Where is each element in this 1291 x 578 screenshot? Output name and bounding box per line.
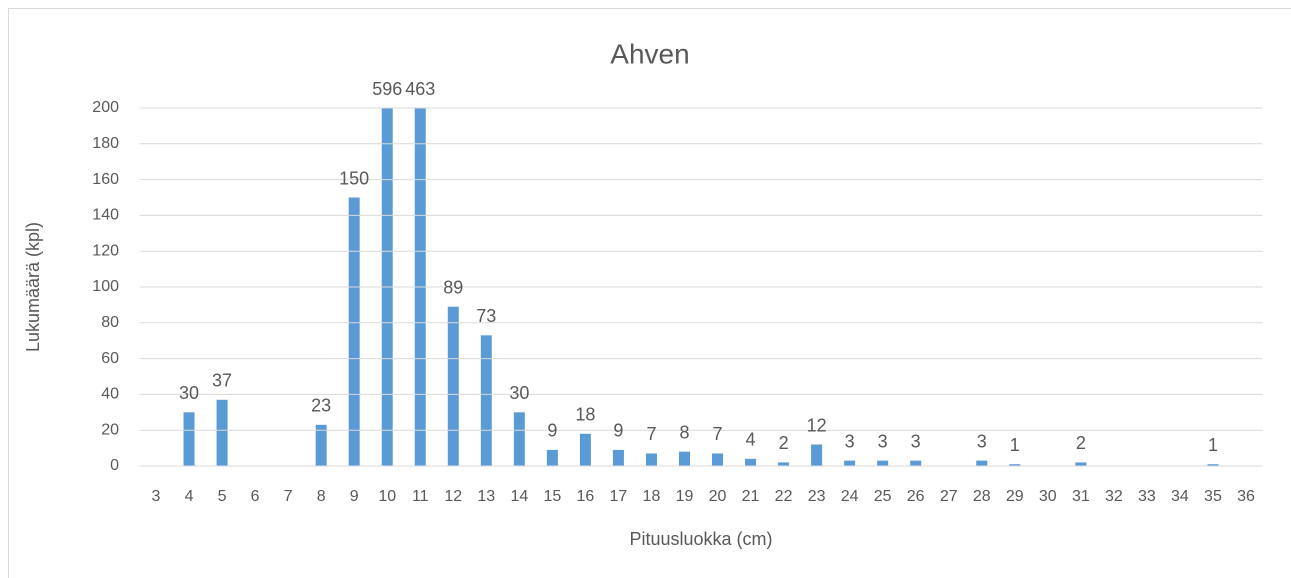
bar [447, 306, 459, 466]
chart-border [8, 8, 1291, 578]
x-tick-label: 10 [378, 488, 396, 505]
x-tick-label: 34 [1171, 488, 1189, 505]
data-label: 18 [575, 405, 595, 425]
x-tick-label: 24 [841, 488, 859, 505]
x-tick-label: 22 [775, 488, 793, 505]
x-tick-label: 21 [742, 488, 760, 505]
x-tick-label: 9 [350, 488, 359, 505]
data-label: 3 [845, 431, 855, 451]
bar [1075, 462, 1087, 466]
data-label: 23 [311, 396, 331, 416]
x-tick-label: 35 [1204, 488, 1222, 505]
x-tick-label: 8 [317, 488, 326, 505]
bar [480, 335, 492, 466]
y-tick-label: 20 [101, 421, 119, 438]
x-tick-label: 7 [284, 488, 293, 505]
bar [579, 433, 591, 466]
y-tick-label: 60 [101, 350, 119, 367]
x-tick-label: 30 [1039, 488, 1057, 505]
x-tick-label: 15 [543, 488, 561, 505]
data-label: 150 [339, 168, 369, 188]
data-label: 596 [372, 79, 402, 99]
bar [216, 399, 228, 466]
data-label: 1 [1208, 435, 1218, 455]
x-tick-label: 12 [444, 488, 462, 505]
x-tick-label: 20 [709, 488, 727, 505]
bar [546, 449, 558, 466]
data-label: 1 [1010, 435, 1020, 455]
bar [745, 458, 757, 466]
data-label: 89 [443, 277, 463, 297]
x-tick-label: 3 [152, 488, 161, 505]
x-tick-label: 17 [610, 488, 628, 505]
data-label: 37 [212, 371, 232, 391]
data-label: 7 [646, 424, 656, 444]
y-tick-label: 80 [101, 314, 119, 331]
y-tick-label: 180 [92, 135, 119, 152]
bar [712, 453, 724, 466]
data-label: 2 [1076, 433, 1086, 453]
y-tick-label: 200 [92, 99, 119, 116]
x-tick-label: 6 [251, 488, 260, 505]
bar [513, 412, 525, 466]
x-tick-label: 27 [940, 488, 958, 505]
x-tick-label: 25 [874, 488, 892, 505]
x-tick-label: 32 [1105, 488, 1123, 505]
bar [315, 424, 327, 466]
bar [1009, 464, 1021, 466]
x-tick-label: 5 [218, 488, 227, 505]
x-tick-label: 28 [973, 488, 991, 505]
y-tick-label: 120 [92, 242, 119, 259]
y-axis-title: Lukumäärä (kpl) [23, 222, 43, 352]
bar [612, 449, 624, 466]
bar [678, 451, 690, 466]
data-label: 7 [713, 424, 723, 444]
data-label: 3 [911, 431, 921, 451]
data-label: 30 [179, 383, 199, 403]
y-tick-label: 160 [92, 171, 119, 188]
data-label: 463 [405, 79, 435, 99]
bar [778, 462, 790, 466]
x-tick-label: 33 [1138, 488, 1156, 505]
y-tick-label: 40 [101, 386, 119, 403]
data-label: 30 [509, 383, 529, 403]
data-label: 12 [807, 415, 827, 435]
x-tick-label: 23 [808, 488, 826, 505]
x-tick-label: 16 [576, 488, 594, 505]
x-tick-label: 29 [1006, 488, 1024, 505]
bar [645, 453, 657, 466]
bar [183, 412, 195, 466]
data-label: 2 [779, 433, 789, 453]
data-label: 8 [679, 422, 689, 442]
x-axis-title: Pituusluokka (cm) [629, 529, 772, 549]
y-tick-label: 0 [110, 457, 119, 474]
y-tick-label: 140 [92, 207, 119, 224]
chart-title: Ahven [610, 38, 689, 69]
x-tick-label: 31 [1072, 488, 1090, 505]
data-label: 4 [746, 430, 756, 450]
x-tick-label: 18 [643, 488, 661, 505]
x-tick-label: 26 [907, 488, 925, 505]
bar [811, 444, 823, 466]
data-label: 3 [977, 431, 987, 451]
bar [976, 460, 988, 466]
x-tick-label: 4 [185, 488, 194, 505]
bar [910, 460, 922, 466]
x-tick-label: 13 [477, 488, 495, 505]
data-label: 9 [547, 421, 557, 441]
x-tick-label: 36 [1237, 488, 1255, 505]
data-label: 73 [476, 306, 496, 326]
data-label: 3 [878, 431, 888, 451]
data-label: 9 [613, 421, 623, 441]
x-tick-label: 11 [412, 488, 429, 505]
bar [877, 460, 889, 466]
bar [1207, 464, 1219, 466]
y-tick-label: 100 [92, 278, 119, 295]
x-tick-label: 14 [510, 488, 528, 505]
bar [348, 197, 360, 466]
x-tick-label: 19 [676, 488, 694, 505]
bar [844, 460, 856, 466]
